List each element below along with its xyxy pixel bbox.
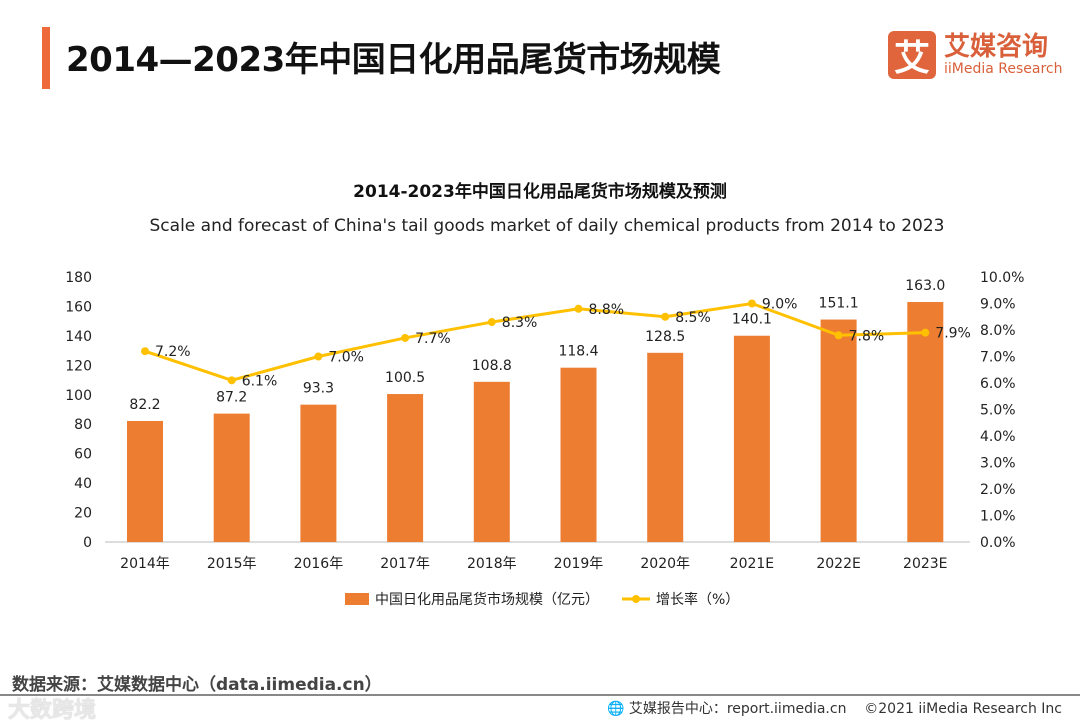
line-point <box>314 352 323 361</box>
y-tick-label: 20 <box>74 506 92 522</box>
x-tick-label: 2019年 <box>554 556 604 572</box>
bar-data-label: 163.0 <box>905 278 945 294</box>
bar <box>473 381 510 542</box>
line-data-label: 8.3% <box>502 315 538 331</box>
bar <box>387 394 424 542</box>
y-tick-label: 60 <box>74 447 92 463</box>
x-tick-label: 2016年 <box>294 556 344 572</box>
chart-subtitle: Scale and forecast of China's tail goods… <box>150 216 945 236</box>
line-data-label: 8.5% <box>675 310 711 326</box>
data-source: 数据来源：艾媒数据中心（data.iimedia.cn） <box>12 675 382 695</box>
y2-tick-label: 4.0% <box>980 429 1016 445</box>
line-data-label: 7.2% <box>155 344 191 360</box>
x-tick-label: 2021E <box>730 556 774 572</box>
x-tick-label: 2017年 <box>380 556 430 572</box>
bar-data-label: 140.1 <box>732 312 772 328</box>
bar-data-label: 108.8 <box>472 358 512 374</box>
bar <box>733 335 770 542</box>
y2-tick-label: 8.0% <box>980 323 1016 339</box>
copyright: ©2021 iiMedia Research Inc <box>864 701 1062 717</box>
line-data-label: 7.8% <box>849 328 885 344</box>
y-tick-label: 160 <box>65 299 92 315</box>
y2-tick-label: 3.0% <box>980 456 1016 472</box>
line-data-label: 7.0% <box>328 350 364 366</box>
bar-data-label: 87.2 <box>216 390 247 406</box>
bar <box>907 302 944 542</box>
bar-data-label: 118.4 <box>558 344 598 360</box>
bar-data-label: 151.1 <box>819 296 859 312</box>
page-title: 2014—2023年中国日化用品尾货市场规模 <box>66 40 721 80</box>
bar-data-label: 100.5 <box>385 370 425 386</box>
bar <box>300 404 337 542</box>
x-tick-label: 2014年 <box>120 556 170 572</box>
y-tick-label: 120 <box>65 358 92 374</box>
legend-bar-label: 中国日化用品尾货市场规模（亿元） <box>375 591 599 608</box>
line-data-label: 7.7% <box>415 331 451 347</box>
title-accent-bar <box>42 27 50 89</box>
chart-title: 2014-2023年中国日化用品尾货市场规模及预测 <box>353 181 727 202</box>
footer-divider <box>0 694 1080 696</box>
y-tick-label: 180 <box>65 270 92 286</box>
line-point <box>574 304 583 313</box>
line-point <box>401 333 410 342</box>
line-point <box>834 331 843 340</box>
y-tick-label: 100 <box>65 388 92 404</box>
bar <box>647 352 684 542</box>
y2-tick-label: 10.0% <box>980 270 1024 286</box>
logo-mark: 艾 <box>888 31 936 79</box>
line-point <box>141 347 149 356</box>
y-tick-label: 0 <box>83 535 92 551</box>
x-tick-label: 2020年 <box>640 556 690 572</box>
y2-tick-label: 0.0% <box>980 535 1016 551</box>
line-point <box>747 299 756 308</box>
line-data-label: 9.0% <box>762 297 798 313</box>
bar <box>213 413 250 542</box>
line-point <box>227 376 236 385</box>
line-point <box>661 312 670 321</box>
y2-tick-label: 7.0% <box>980 350 1016 366</box>
bar-data-label: 128.5 <box>645 329 685 345</box>
line-data-label: 6.1% <box>242 373 278 389</box>
bar <box>127 420 163 542</box>
legend-bar-swatch <box>345 593 369 605</box>
logo-en: iiMedia Research <box>944 61 1063 77</box>
footer-info: 🌐 艾媒报告中心：report.iimedia.cn ©2021 iiMedia… <box>607 698 1062 718</box>
x-tick-label: 2022E <box>816 556 860 572</box>
legend-line-marker <box>632 595 640 603</box>
y2-tick-label: 9.0% <box>980 297 1016 313</box>
line-data-label: 7.9% <box>935 326 971 342</box>
line-point <box>487 318 496 327</box>
x-tick-label: 2018年 <box>467 556 517 572</box>
line-point <box>921 328 930 337</box>
x-tick-label: 2015年 <box>207 556 257 572</box>
bar-data-label: 93.3 <box>303 381 334 397</box>
iimedia-logo: 艾 艾媒咨询 iiMedia Research <box>888 31 1063 79</box>
y2-tick-label: 5.0% <box>980 403 1016 419</box>
watermark: 大数跨境 <box>8 698 97 723</box>
globe-icon: 🌐 <box>606 701 625 717</box>
bar <box>820 319 857 542</box>
y-tick-label: 140 <box>65 329 92 345</box>
x-tick-label: 2023E <box>903 556 947 572</box>
y-tick-label: 80 <box>74 417 92 433</box>
bar <box>560 367 597 542</box>
report-link[interactable]: 艾媒报告中心：report.iimedia.cn <box>628 701 847 717</box>
y2-tick-label: 1.0% <box>980 509 1016 525</box>
y-tick-label: 40 <box>74 476 92 492</box>
y2-tick-label: 6.0% <box>980 376 1016 392</box>
line-data-label: 8.8% <box>589 302 625 318</box>
logo-cn: 艾媒咨询 <box>944 32 1049 62</box>
bar-data-label: 82.2 <box>129 397 160 413</box>
legend-line-label: 增长率（%） <box>656 591 739 608</box>
y2-tick-label: 2.0% <box>980 482 1016 498</box>
growth-rate-line <box>144 301 926 382</box>
